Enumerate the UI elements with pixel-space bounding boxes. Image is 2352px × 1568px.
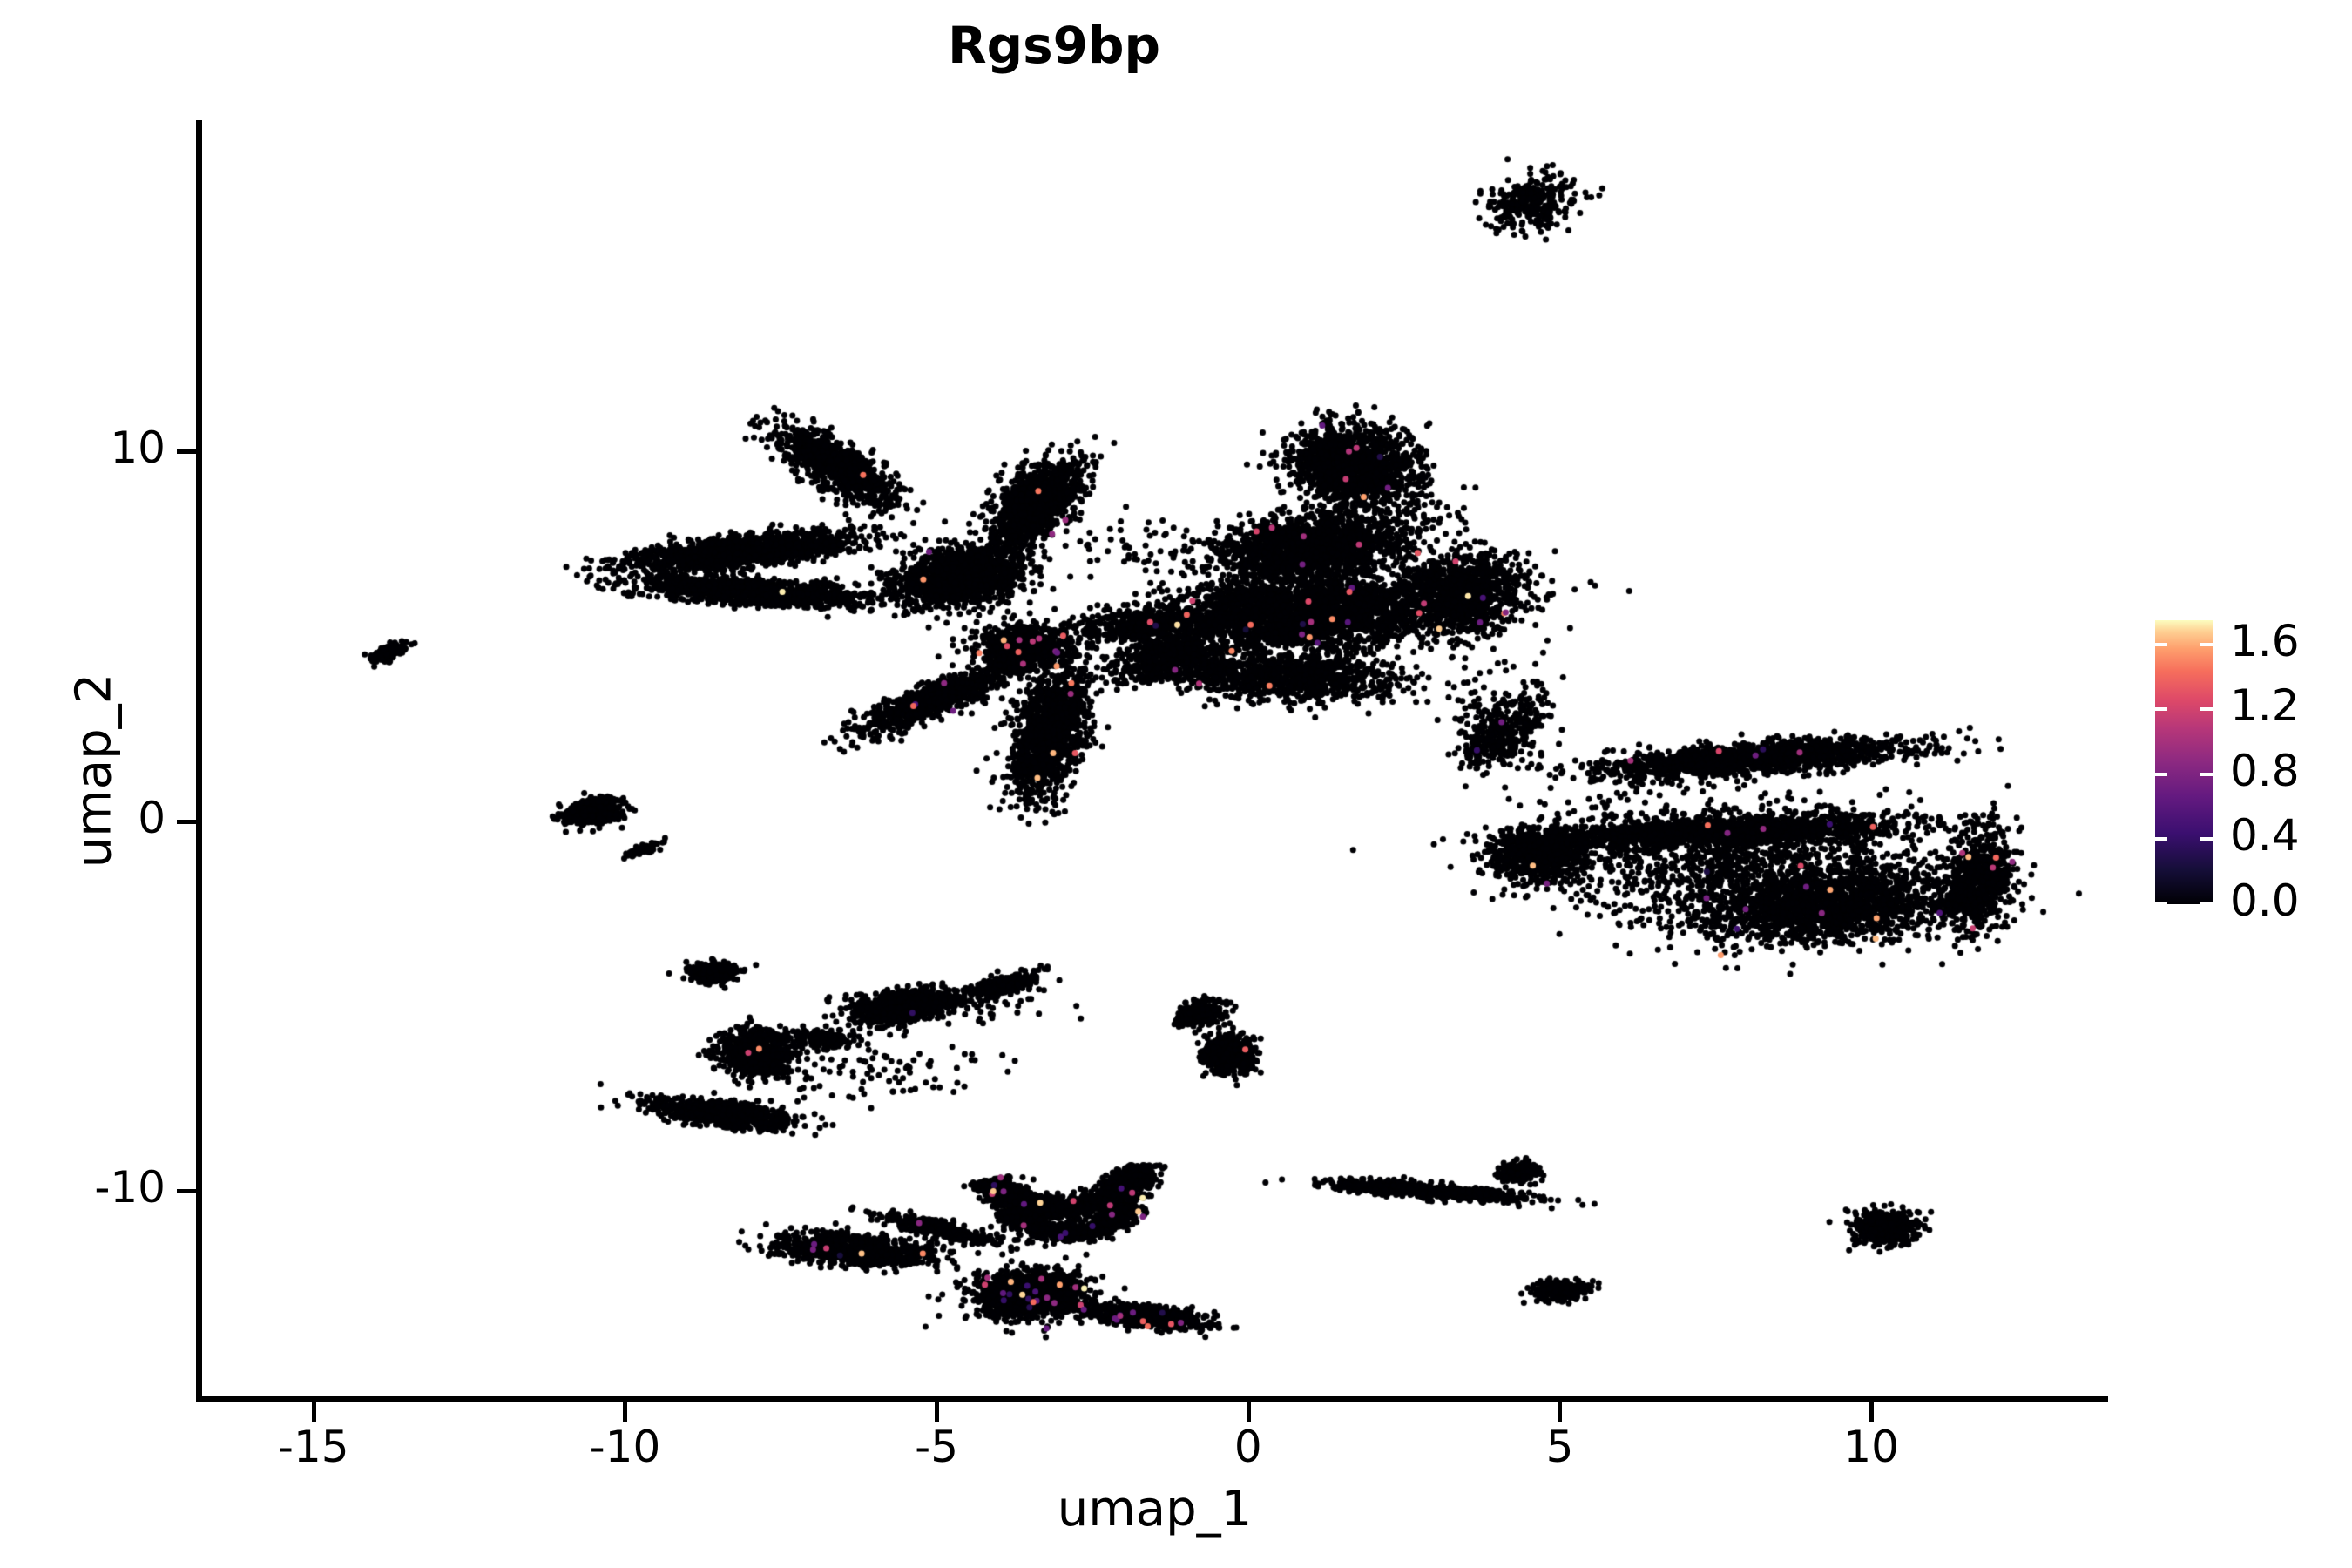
scatter-points-layer: [201, 122, 2108, 1398]
y-tick-label: -10: [94, 1162, 166, 1213]
x-tick-mark: [935, 1402, 940, 1422]
x-tick-label: -15: [277, 1422, 349, 1472]
x-tick-mark: [623, 1402, 628, 1422]
colorbar-tick-label: 0.0: [2230, 875, 2300, 926]
x-tick-label: -5: [915, 1422, 959, 1472]
x-tick-label: 10: [1843, 1422, 1899, 1472]
x-tick-label: -10: [589, 1422, 661, 1472]
colorbar-tick-mark: [2155, 642, 2167, 646]
x-axis-label: umap_1: [1057, 1481, 1253, 1538]
y-tick-label: 0: [138, 792, 166, 843]
colorbar-tick-mark: [2155, 707, 2167, 712]
colorbar-tick-mark: [2200, 707, 2213, 712]
colorbar-tick-label: 1.2: [2230, 680, 2300, 732]
colorbar-tick-mark: [2200, 772, 2213, 776]
x-tick-mark: [1558, 1402, 1563, 1422]
colorbar-tick-label: 1.6: [2230, 615, 2300, 666]
x-axis-spine: [196, 1396, 2108, 1402]
y-axis-spine: [196, 120, 202, 1402]
y-tick-label: 10: [110, 422, 166, 473]
y-tick-mark: [177, 449, 196, 454]
colorbar-tick-mark: [2155, 902, 2167, 906]
colorbar-gradient: [2155, 620, 2213, 904]
colorbar-tick-mark: [2155, 772, 2167, 776]
colorbar-tick-mark: [2155, 837, 2167, 841]
x-tick-mark: [1869, 1402, 1875, 1422]
colorbar-tick-label: 0.4: [2230, 810, 2300, 862]
scatter-plot-axes: [201, 122, 2108, 1398]
y-axis-label: umap_2: [65, 672, 123, 868]
colorbar: 0.0 0.4 0.8 1.2 1.6: [2155, 616, 2338, 926]
colorbar-tick-mark: [2200, 837, 2213, 841]
colorbar-tick-mark: [2200, 642, 2213, 646]
colorbar-tick-label: 0.8: [2230, 745, 2300, 796]
x-tick-mark: [1246, 1402, 1251, 1422]
x-tick-mark: [311, 1402, 316, 1422]
x-tick-label: 0: [1233, 1422, 1262, 1472]
y-tick-mark: [177, 819, 196, 824]
y-tick-mark: [177, 1189, 196, 1194]
page-title: Rgs9bp: [947, 16, 1161, 75]
x-tick-label: 5: [1545, 1422, 1574, 1472]
colorbar-tick-mark: [2200, 902, 2213, 906]
